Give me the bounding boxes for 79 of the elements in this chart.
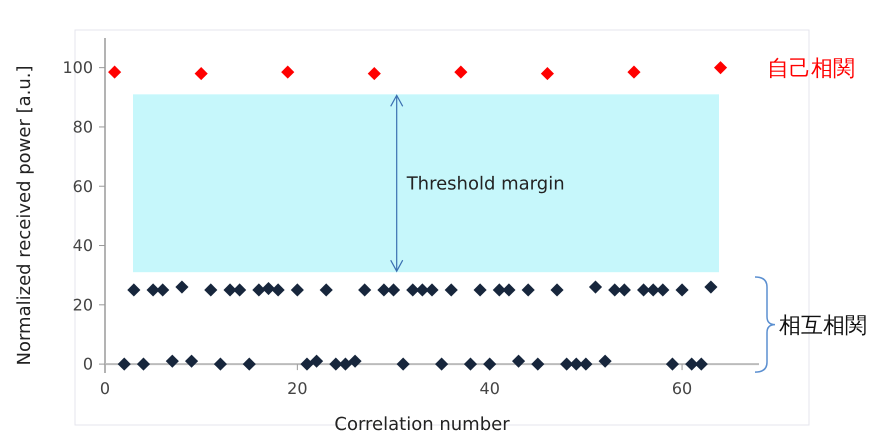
point xyxy=(108,66,122,79)
series-label: 自己相関 xyxy=(767,56,855,82)
point xyxy=(290,283,304,297)
point xyxy=(435,358,448,371)
point xyxy=(598,354,612,368)
point xyxy=(204,283,218,297)
point xyxy=(127,283,140,297)
point xyxy=(483,358,496,371)
y-tick-label: 80 xyxy=(72,118,93,137)
point xyxy=(608,283,622,297)
point xyxy=(570,358,583,371)
x-tick-label: 20 xyxy=(287,379,308,398)
point xyxy=(338,358,352,371)
y-axis-title: Normalized received power [a.u.] xyxy=(14,65,35,366)
x-tick-label: 0 xyxy=(100,379,110,398)
point xyxy=(156,283,170,297)
point xyxy=(310,354,324,368)
point xyxy=(368,67,381,80)
point xyxy=(166,354,179,368)
point xyxy=(136,358,150,371)
point xyxy=(262,282,276,296)
point xyxy=(194,67,208,80)
point xyxy=(300,358,314,371)
point xyxy=(646,283,660,297)
point xyxy=(550,283,564,297)
y-tick-label: 40 xyxy=(72,236,93,256)
point xyxy=(531,358,544,371)
point xyxy=(377,283,390,297)
y-tick-label: 20 xyxy=(72,295,93,314)
point xyxy=(444,283,458,297)
point xyxy=(522,283,535,297)
point xyxy=(627,66,641,79)
point xyxy=(454,66,468,79)
point xyxy=(252,283,266,297)
point xyxy=(329,358,342,371)
point xyxy=(618,283,631,297)
point xyxy=(223,283,237,297)
point xyxy=(656,283,670,297)
point xyxy=(464,358,478,371)
point xyxy=(386,283,400,297)
point xyxy=(560,358,574,371)
point xyxy=(492,283,506,297)
point xyxy=(474,283,487,297)
point xyxy=(540,67,554,80)
point xyxy=(675,283,689,297)
point xyxy=(184,354,198,368)
band-label: Threshold margin xyxy=(406,173,565,194)
point xyxy=(406,283,420,297)
point xyxy=(416,283,429,297)
point xyxy=(588,280,602,294)
point xyxy=(396,358,410,371)
y-tick-label: 100 xyxy=(62,58,93,78)
point xyxy=(118,358,131,371)
text: 相互相関 xyxy=(779,314,867,339)
point xyxy=(175,280,189,294)
point xyxy=(146,283,160,297)
point xyxy=(281,66,294,79)
y-tick-label: 0 xyxy=(82,354,93,374)
x-tick-label: 60 xyxy=(672,379,692,398)
point xyxy=(666,358,680,371)
point xyxy=(233,283,246,297)
point xyxy=(685,358,698,371)
point xyxy=(242,358,256,371)
y-tick-label: 60 xyxy=(72,176,93,196)
point xyxy=(579,358,592,371)
point xyxy=(425,283,439,297)
point xyxy=(512,354,526,368)
point xyxy=(502,283,516,297)
point xyxy=(714,61,728,74)
point xyxy=(704,280,718,294)
point xyxy=(637,283,650,297)
point xyxy=(214,358,227,371)
x-axis-title: Correlation number xyxy=(334,414,510,435)
point xyxy=(358,283,372,297)
point xyxy=(348,354,362,368)
point xyxy=(272,283,285,297)
x-tick-label: 40 xyxy=(480,379,500,398)
point xyxy=(320,283,333,297)
point xyxy=(694,358,708,371)
